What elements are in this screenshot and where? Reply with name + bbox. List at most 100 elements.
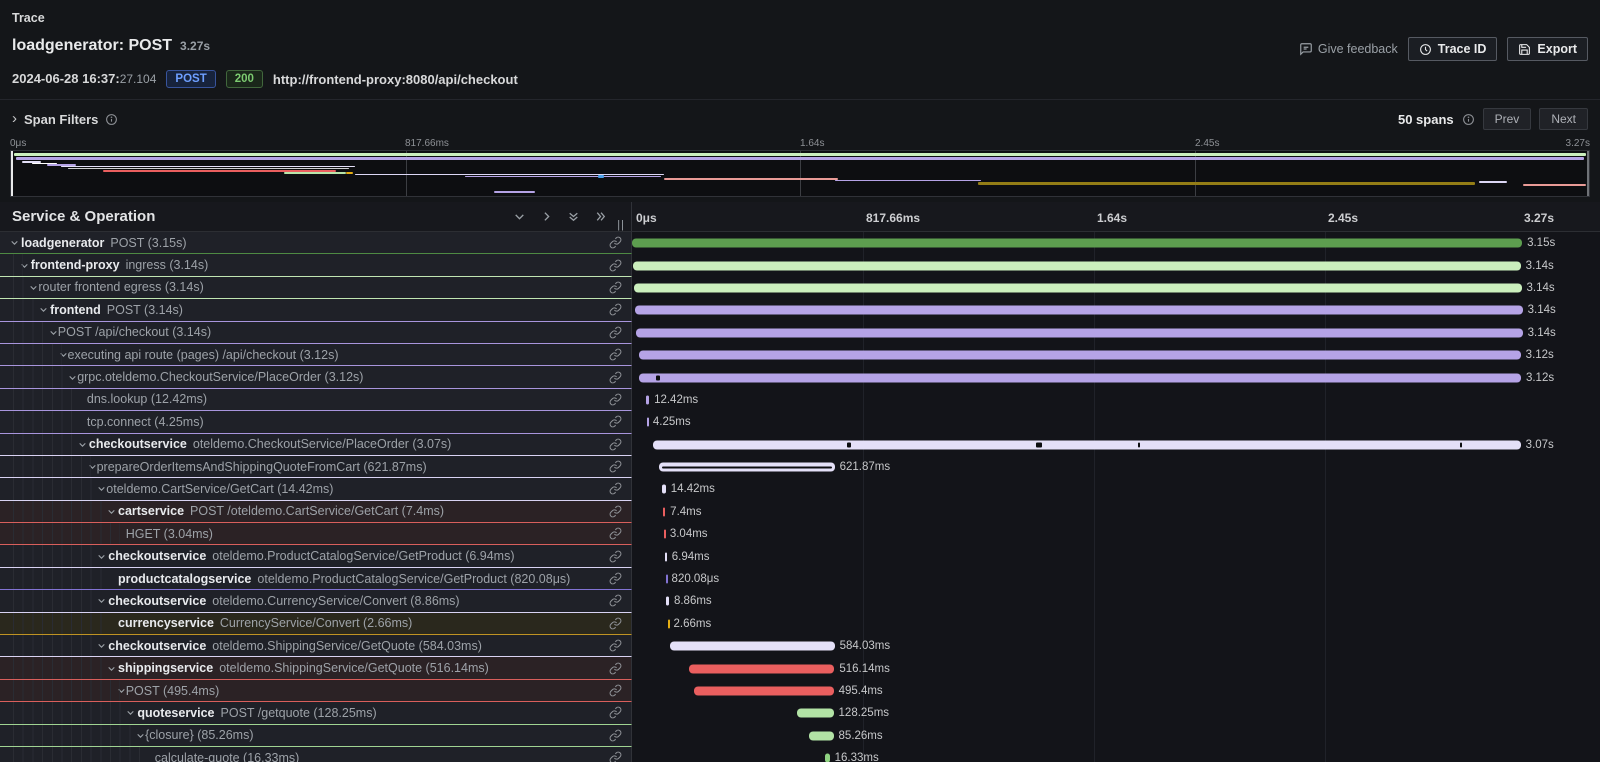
span-link-icon[interactable] — [609, 259, 631, 272]
span-row[interactable]: loadgeneratorPOST (3.15s)3.15s — [0, 232, 1600, 254]
span-name-cell[interactable]: oteldemo.CartService/GetCart (14.42ms) — [0, 478, 632, 500]
span-name-cell[interactable]: POST (495.4ms) — [0, 680, 632, 702]
span-name-cell[interactable]: POST /api/checkout (3.14s) — [0, 322, 632, 344]
span-name-cell[interactable]: tcp.connect (4.25ms) — [0, 411, 632, 433]
span-row[interactable]: dns.lookup (12.42ms)12.42ms — [0, 389, 1600, 411]
span-row[interactable]: productcatalogserviceoteldemo.ProductCat… — [0, 568, 1600, 590]
info-icon[interactable] — [1462, 113, 1475, 126]
span-name-cell[interactable]: calculate-quote (16.33ms) — [0, 747, 632, 762]
span-link-icon[interactable] — [609, 438, 631, 451]
minimap-right-handle[interactable] — [1587, 151, 1589, 196]
span-link-icon[interactable] — [609, 617, 631, 630]
span-duration-bar[interactable] — [825, 754, 830, 762]
span-link-icon[interactable] — [609, 281, 631, 294]
span-row[interactable]: {closure} (85.26ms)85.26ms — [0, 725, 1600, 747]
span-duration-bar[interactable] — [664, 530, 666, 539]
span-duration-bar[interactable] — [653, 440, 1520, 449]
span-duration-bar[interactable] — [662, 485, 666, 494]
span-duration-bar[interactable] — [633, 261, 1520, 270]
collapse-all-icon[interactable] — [567, 210, 580, 223]
span-link-icon[interactable] — [609, 348, 631, 361]
span-duration-bar[interactable] — [647, 418, 649, 427]
span-name-cell[interactable]: loadgeneratorPOST (3.15s) — [0, 232, 632, 254]
span-name-cell[interactable]: checkoutserviceoteldemo.CurrencyService/… — [0, 590, 632, 612]
span-duration-bar[interactable] — [666, 575, 668, 584]
span-link-icon[interactable] — [609, 505, 631, 518]
span-duration-bar[interactable] — [663, 507, 665, 516]
span-name-cell[interactable]: checkoutserviceoteldemo.ShippingService/… — [0, 635, 632, 657]
give-feedback-link[interactable]: Give feedback — [1299, 42, 1398, 56]
span-duration-bar[interactable] — [668, 619, 670, 628]
span-duration-bar[interactable] — [634, 283, 1521, 292]
span-row[interactable]: frontend-proxyingress (3.14s)3.14s — [0, 254, 1600, 276]
span-link-icon[interactable] — [609, 662, 631, 675]
span-name-cell[interactable]: executing api route (pages) /api/checkou… — [0, 344, 632, 366]
span-row[interactable]: cartservicePOST /oteldemo.CartService/Ge… — [0, 501, 1600, 523]
span-duration-bar[interactable] — [797, 709, 833, 718]
span-row[interactable]: checkoutserviceoteldemo.CurrencyService/… — [0, 590, 1600, 612]
span-row[interactable]: frontendPOST (3.14s)3.14s — [0, 299, 1600, 321]
minimap-left-handle[interactable] — [11, 151, 13, 196]
span-link-icon[interactable] — [609, 326, 631, 339]
span-link-icon[interactable] — [609, 639, 631, 652]
span-row[interactable]: HGET (3.04ms)3.04ms — [0, 523, 1600, 545]
span-name-cell[interactable]: {closure} (85.26ms) — [0, 725, 632, 747]
span-duration-bar[interactable] — [632, 239, 1522, 248]
span-name-cell[interactable]: prepareOrderItemsAndShippingQuoteFromCar… — [0, 456, 632, 478]
span-row[interactable]: grpc.oteldemo.CheckoutService/PlaceOrder… — [0, 366, 1600, 388]
span-link-icon[interactable] — [609, 684, 631, 697]
prev-button[interactable]: Prev — [1483, 108, 1532, 130]
span-row[interactable]: POST /api/checkout (3.14s)3.14s — [0, 322, 1600, 344]
span-row[interactable]: quoteservicePOST /getquote (128.25ms)128… — [0, 702, 1600, 724]
span-duration-bar[interactable] — [670, 642, 835, 651]
next-button[interactable]: Next — [1539, 108, 1588, 130]
span-name-cell[interactable]: productcatalogserviceoteldemo.ProductCat… — [0, 568, 632, 590]
span-row[interactable]: calculate-quote (16.33ms)16.33ms — [0, 747, 1600, 762]
span-link-icon[interactable] — [609, 415, 631, 428]
span-link-icon[interactable] — [609, 550, 631, 563]
span-name-cell[interactable]: frontend-proxyingress (3.14s) — [0, 254, 632, 276]
span-duration-bar[interactable] — [665, 552, 667, 561]
collapse-one-icon[interactable] — [513, 210, 526, 223]
span-duration-bar[interactable] — [646, 395, 650, 404]
span-name-cell[interactable]: router frontend egress (3.14s) — [0, 277, 632, 299]
column-resize-handle[interactable]: || — [617, 219, 625, 231]
span-link-icon[interactable] — [609, 303, 631, 316]
span-row[interactable]: tcp.connect (4.25ms)4.25ms — [0, 411, 1600, 433]
span-filters-toggle[interactable]: › Span Filters — [12, 112, 118, 127]
span-row[interactable]: shippingserviceoteldemo.ShippingService/… — [0, 657, 1600, 679]
span-link-icon[interactable] — [609, 572, 631, 585]
span-row[interactable]: checkoutserviceoteldemo.ShippingService/… — [0, 635, 1600, 657]
span-row[interactable]: currencyserviceCurrencyService/Convert (… — [0, 613, 1600, 635]
info-icon[interactable] — [105, 113, 118, 126]
span-name-cell[interactable]: quoteservicePOST /getquote (128.25ms) — [0, 702, 632, 724]
span-link-icon[interactable] — [609, 371, 631, 384]
span-link-icon[interactable] — [609, 393, 631, 406]
span-link-icon[interactable] — [609, 706, 631, 719]
span-duration-bar[interactable] — [636, 328, 1523, 337]
expand-all-icon[interactable] — [594, 210, 607, 223]
span-duration-bar[interactable] — [689, 664, 835, 673]
chevron-down-icon[interactable] — [10, 238, 19, 247]
span-link-icon[interactable] — [609, 482, 631, 495]
span-name-cell[interactable]: frontendPOST (3.14s) — [0, 299, 632, 321]
span-duration-bar[interactable] — [809, 731, 833, 740]
span-link-icon[interactable] — [609, 460, 631, 473]
span-name-cell[interactable]: shippingserviceoteldemo.ShippingService/… — [0, 657, 632, 679]
span-name-cell[interactable]: currencyserviceCurrencyService/Convert (… — [0, 613, 632, 635]
span-row[interactable]: oteldemo.CartService/GetCart (14.42ms)14… — [0, 478, 1600, 500]
span-link-icon[interactable] — [609, 236, 631, 249]
span-name-cell[interactable]: checkoutserviceoteldemo.CheckoutService/… — [0, 434, 632, 456]
span-duration-bar[interactable] — [639, 351, 1521, 360]
trace-minimap[interactable] — [10, 150, 1590, 197]
expand-one-icon[interactable] — [540, 210, 553, 223]
span-name-cell[interactable]: checkoutserviceoteldemo.ProductCatalogSe… — [0, 545, 632, 567]
span-duration-bar[interactable] — [635, 306, 1522, 315]
span-row[interactable]: executing api route (pages) /api/checkou… — [0, 344, 1600, 366]
span-row[interactable]: prepareOrderItemsAndShippingQuoteFromCar… — [0, 456, 1600, 478]
span-link-icon[interactable] — [609, 729, 631, 742]
span-name-cell[interactable]: HGET (3.04ms) — [0, 523, 632, 545]
span-duration-bar[interactable] — [694, 687, 834, 696]
span-link-icon[interactable] — [609, 594, 631, 607]
span-duration-bar[interactable] — [639, 373, 1521, 382]
